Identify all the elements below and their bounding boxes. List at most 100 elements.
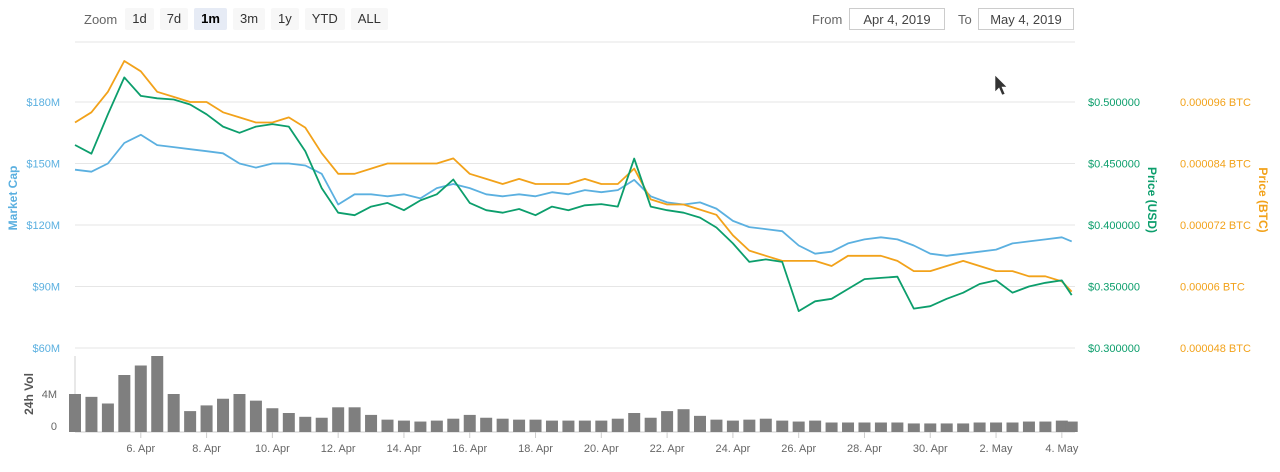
market-cap-tick-label: $150M xyxy=(26,159,60,171)
volume-bar xyxy=(907,423,920,432)
volume-bar xyxy=(282,413,295,432)
volume-bar xyxy=(628,413,641,432)
x-tick-label: 26. Apr xyxy=(781,443,816,455)
market-cap-tick-label: $60M xyxy=(32,343,60,355)
zoom-1y-button[interactable]: 1y xyxy=(271,8,299,30)
volume-bar xyxy=(611,418,624,432)
volume-bar xyxy=(595,420,608,432)
volume-bar xyxy=(644,417,657,432)
volume-bar xyxy=(430,420,443,432)
volume-bar xyxy=(973,422,986,432)
price-btc-tick-label: 0.000072 BTC xyxy=(1180,220,1251,232)
volume-bar xyxy=(217,398,230,432)
to-label: To xyxy=(958,12,972,27)
x-tick-label: 6. Apr xyxy=(126,443,155,455)
volume-bar xyxy=(134,365,147,432)
zoom-1d-button[interactable]: 1d xyxy=(125,8,154,30)
x-tick-label: 16. Apr xyxy=(452,443,487,455)
volume-bar xyxy=(694,415,706,432)
x-tick-label: 8. Apr xyxy=(192,443,221,455)
volume-bar xyxy=(85,396,98,432)
zoom-all-button[interactable]: ALL xyxy=(350,8,388,30)
volume-bar xyxy=(184,411,197,432)
volume-bar xyxy=(924,423,937,432)
volume-bar xyxy=(1006,422,1019,432)
x-tick-label: 12. Apr xyxy=(321,443,356,455)
mouse-cursor-icon xyxy=(994,74,1008,96)
volume-bar xyxy=(365,414,378,432)
price-btc-line xyxy=(74,60,1073,293)
volume-bar xyxy=(101,403,114,432)
volume-bar xyxy=(315,417,328,432)
volume-bar xyxy=(874,422,887,432)
volume-bar xyxy=(661,411,674,432)
volume-bar xyxy=(249,400,262,432)
x-tick-label: 28. Apr xyxy=(847,443,882,455)
market-cap-line xyxy=(74,133,1073,257)
price-usd-line xyxy=(74,76,1073,312)
volume-bar xyxy=(463,414,476,432)
x-tick-label: 22. Apr xyxy=(650,443,685,455)
volume-bar xyxy=(957,423,970,432)
to-date-input[interactable] xyxy=(978,8,1074,30)
x-tick-label: 18. Apr xyxy=(518,443,553,455)
volume-bar xyxy=(562,420,575,432)
volume-bar xyxy=(496,418,509,432)
price-usd-tick-label: $0.500000 xyxy=(1088,97,1140,109)
volume-bar xyxy=(167,394,180,432)
price-usd-tick-label: $0.350000 xyxy=(1088,282,1140,294)
volume-bar xyxy=(545,420,558,432)
market-cap-tick-label: $120M xyxy=(26,220,60,232)
volume-bar xyxy=(1022,421,1035,432)
volume-bar xyxy=(809,420,822,432)
price-usd-tick-label: $0.450000 xyxy=(1088,159,1140,171)
from-label: From xyxy=(812,12,843,27)
zoom-controls: Zoom 1d 7d 1m 3m 1y YTD ALL xyxy=(84,8,394,30)
price-usd-tick-label: $0.300000 xyxy=(1088,343,1140,355)
volume-bar xyxy=(118,375,131,432)
zoom-ytd-button[interactable]: YTD xyxy=(304,8,345,30)
volume-bar xyxy=(990,422,1003,432)
volume-bar xyxy=(266,408,279,432)
volume-bar xyxy=(233,394,246,432)
volume-bar xyxy=(381,419,394,432)
volume-bar xyxy=(891,422,904,432)
volume-bar xyxy=(1039,421,1052,432)
from-date-input[interactable] xyxy=(849,8,945,30)
volume-bar xyxy=(397,420,410,432)
zoom-3m-button[interactable]: 3m xyxy=(232,8,266,30)
x-tick-label: 2. May xyxy=(980,443,1014,455)
volume-bar xyxy=(1065,421,1078,432)
market-cap-axis-title: Market Cap xyxy=(6,166,20,231)
volume-bar xyxy=(151,356,164,432)
volume-bar xyxy=(513,419,526,432)
volume-bar xyxy=(792,421,805,432)
zoom-label: Zoom xyxy=(84,11,118,27)
volume-bar xyxy=(332,407,345,432)
x-tick-label: 20. Apr xyxy=(584,443,619,455)
zoom-7d-button[interactable]: 7d xyxy=(159,8,189,30)
volume-bar xyxy=(348,407,361,432)
volume-bar xyxy=(743,419,756,432)
volume-bar xyxy=(200,405,213,432)
volume-bar xyxy=(299,416,312,432)
x-tick-label: 30. Apr xyxy=(913,443,948,455)
x-tick-label: 14. Apr xyxy=(387,443,422,455)
price-btc-tick-label: 0.000048 BTC xyxy=(1180,343,1251,355)
volume-bar xyxy=(776,420,789,432)
volume-bar xyxy=(825,422,838,432)
price-usd-axis-title: Price (USD) xyxy=(1145,167,1159,233)
volume-bar xyxy=(842,422,855,432)
volume-bar xyxy=(578,420,591,432)
volume-tick-label: 4M xyxy=(42,389,57,401)
volume-bar xyxy=(710,419,723,432)
volume-bar xyxy=(726,420,739,432)
volume-bar xyxy=(858,422,871,432)
zoom-1m-button[interactable]: 1m xyxy=(194,8,227,30)
x-tick-label: 4. May xyxy=(1045,443,1079,455)
volume-bar xyxy=(529,419,542,432)
price-usd-tick-label: $0.400000 xyxy=(1088,220,1140,232)
volume-bar xyxy=(677,409,690,432)
price-btc-tick-label: 0.00006 BTC xyxy=(1180,282,1245,294)
